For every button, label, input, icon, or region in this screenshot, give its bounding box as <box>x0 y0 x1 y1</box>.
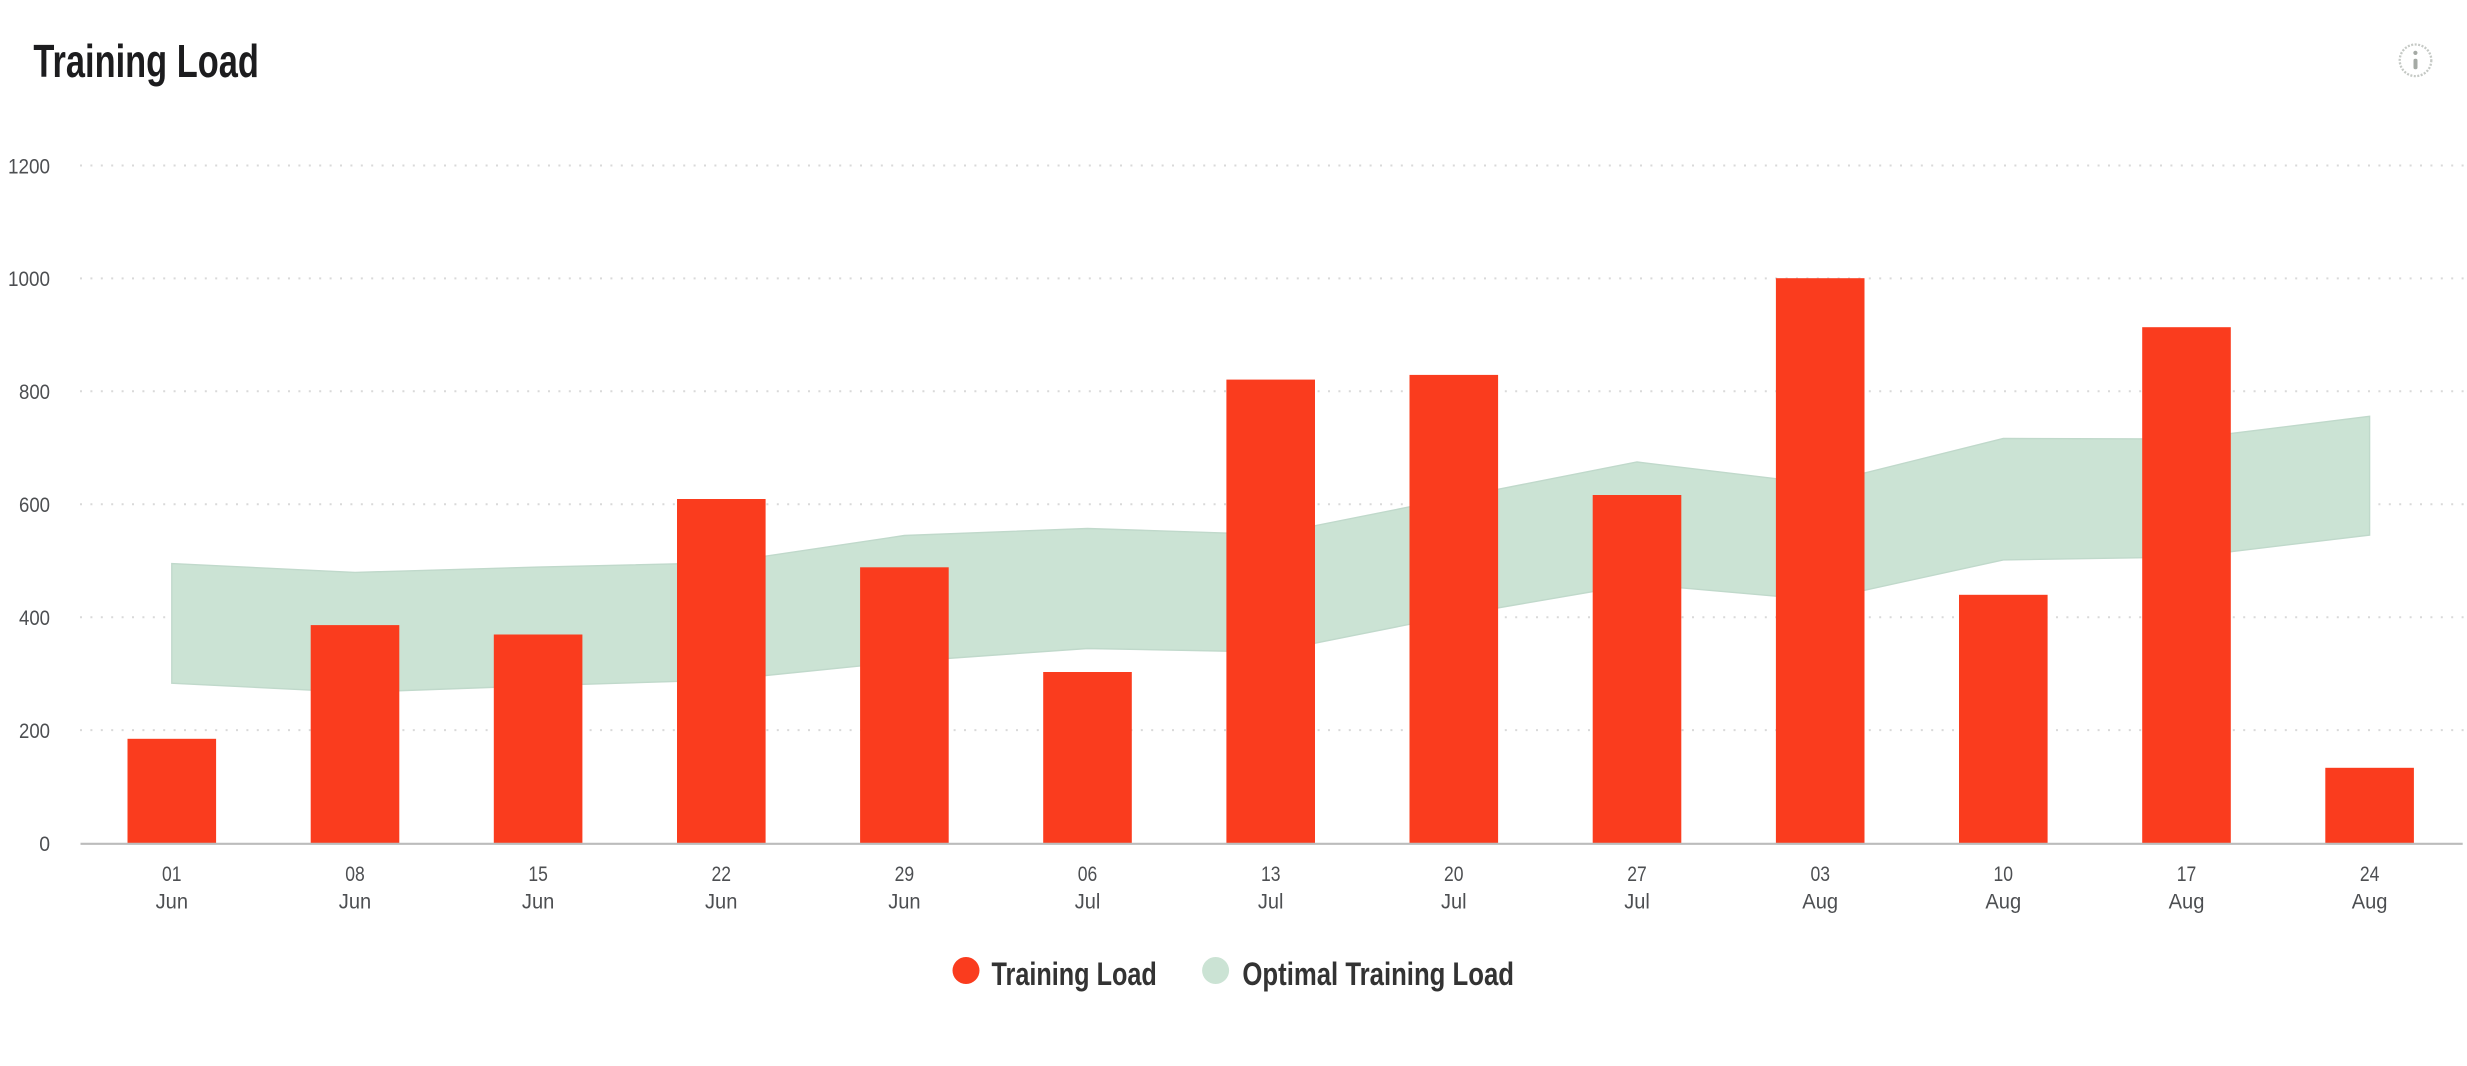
svg-text:Jun: Jun <box>888 891 920 914</box>
svg-text:Jul: Jul <box>1075 891 1101 914</box>
svg-text:08: 08 <box>345 863 365 886</box>
svg-text:Jul: Jul <box>1258 891 1284 914</box>
svg-text:Jun: Jun <box>705 891 737 914</box>
svg-text:22: 22 <box>711 863 731 886</box>
svg-text:800: 800 <box>19 381 50 404</box>
svg-text:06: 06 <box>1078 863 1098 886</box>
svg-text:Training Load: Training Load <box>992 956 1157 992</box>
svg-text:Jun: Jun <box>522 891 554 914</box>
svg-text:Jul: Jul <box>1441 891 1467 914</box>
svg-text:1200: 1200 <box>8 155 50 178</box>
svg-text:Aug: Aug <box>2169 891 2205 914</box>
svg-text:03: 03 <box>1810 863 1830 886</box>
svg-text:600: 600 <box>19 494 50 517</box>
svg-text:Aug: Aug <box>1985 891 2021 914</box>
svg-text:01: 01 <box>162 863 182 886</box>
svg-text:200: 200 <box>19 720 50 743</box>
svg-text:Jul: Jul <box>1624 891 1650 914</box>
svg-text:17: 17 <box>2177 863 2197 886</box>
svg-text:400: 400 <box>19 607 50 630</box>
svg-text:Optimal Training Load: Optimal Training Load <box>1242 956 1514 992</box>
svg-text:10: 10 <box>1994 863 2014 886</box>
svg-text:29: 29 <box>895 863 915 886</box>
svg-text:27: 27 <box>1627 863 1647 886</box>
svg-text:1000: 1000 <box>8 268 50 291</box>
svg-text:Jun: Jun <box>156 891 188 914</box>
svg-text:Aug: Aug <box>2352 891 2388 914</box>
svg-text:24: 24 <box>2360 863 2380 886</box>
svg-text:0: 0 <box>39 833 50 856</box>
svg-text:Aug: Aug <box>1802 891 1838 914</box>
svg-text:Jun: Jun <box>339 891 371 914</box>
svg-text:15: 15 <box>528 863 548 886</box>
svg-text:Training Load: Training Load <box>33 35 259 87</box>
svg-text:13: 13 <box>1261 863 1281 886</box>
svg-text:20: 20 <box>1444 863 1464 886</box>
